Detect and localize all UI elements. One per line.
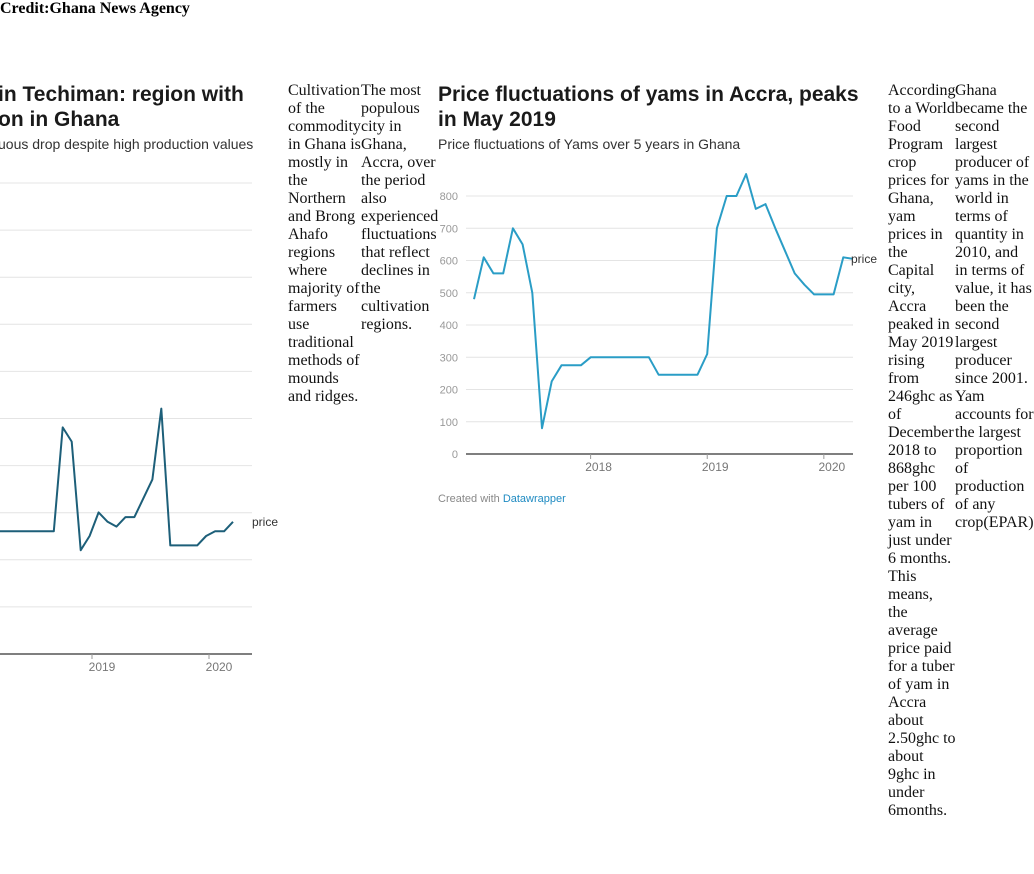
right-chart-plot: 0 100 200 300 400 500 600 700 800 2018 2019 2020 pri… <box>440 173 877 474</box>
right-chart-title: Price fluctuations of yams in Accra, pea… <box>438 83 859 131</box>
datawrapper-link[interactable]: Datawrapper <box>502 493 566 505</box>
y-tick-label: 600 <box>440 256 458 268</box>
series-label: price <box>252 515 278 529</box>
x-tick-label: 2019 <box>89 660 116 674</box>
y-tick-label: 400 <box>440 320 458 332</box>
x-tick-label: 2020 <box>206 660 233 674</box>
left-chart-plot: 2019 2020 price <box>0 182 278 674</box>
text-column-2: The most populous city in Ghana, Accra, … <box>361 82 439 333</box>
text-column-4: Ghana became the second largest producer… <box>955 82 1034 531</box>
right-chart: Price fluctuations of yams in Accra, pea… <box>438 82 878 153</box>
image-credit: Credit:Ghana News Agency <box>0 0 190 17</box>
price-line <box>0 407 234 552</box>
x-tick-label: 2020 <box>818 460 845 474</box>
left-chart-title-line2: on in Ghana <box>0 108 120 131</box>
y-tick-label: 800 <box>440 191 458 203</box>
credit-prefix: Created with <box>438 493 503 505</box>
x-tick-label: 2018 <box>585 460 612 474</box>
series-label: price <box>851 252 877 266</box>
x-tick-label: 2019 <box>702 460 729 474</box>
price-line <box>473 173 854 430</box>
chart-credit: Created with Datawrapper <box>438 493 566 505</box>
y-tick-label: 700 <box>440 223 458 235</box>
right-chart-subtitle: Price fluctuations of Yams over 5 years … <box>438 136 741 152</box>
text-column-1: Cultivation of the commodity in Ghana is… <box>288 82 361 405</box>
left-chart-title-line1: in Techiman: region with <box>0 83 244 106</box>
y-tick-label: 200 <box>440 385 458 397</box>
y-tick-label: 500 <box>440 288 458 300</box>
y-tick-label: 300 <box>440 352 458 364</box>
left-chart: in Techiman: region with on in Ghana uou… <box>0 82 288 153</box>
y-tick-label: 0 <box>452 449 458 461</box>
text-column-3: According to a World Food Program crop p… <box>888 82 956 819</box>
left-chart-title: in Techiman: region with on in Ghana <box>0 82 288 132</box>
y-tick-label: 100 <box>440 417 458 429</box>
left-chart-subtitle: uous drop despite high production values <box>0 136 254 152</box>
